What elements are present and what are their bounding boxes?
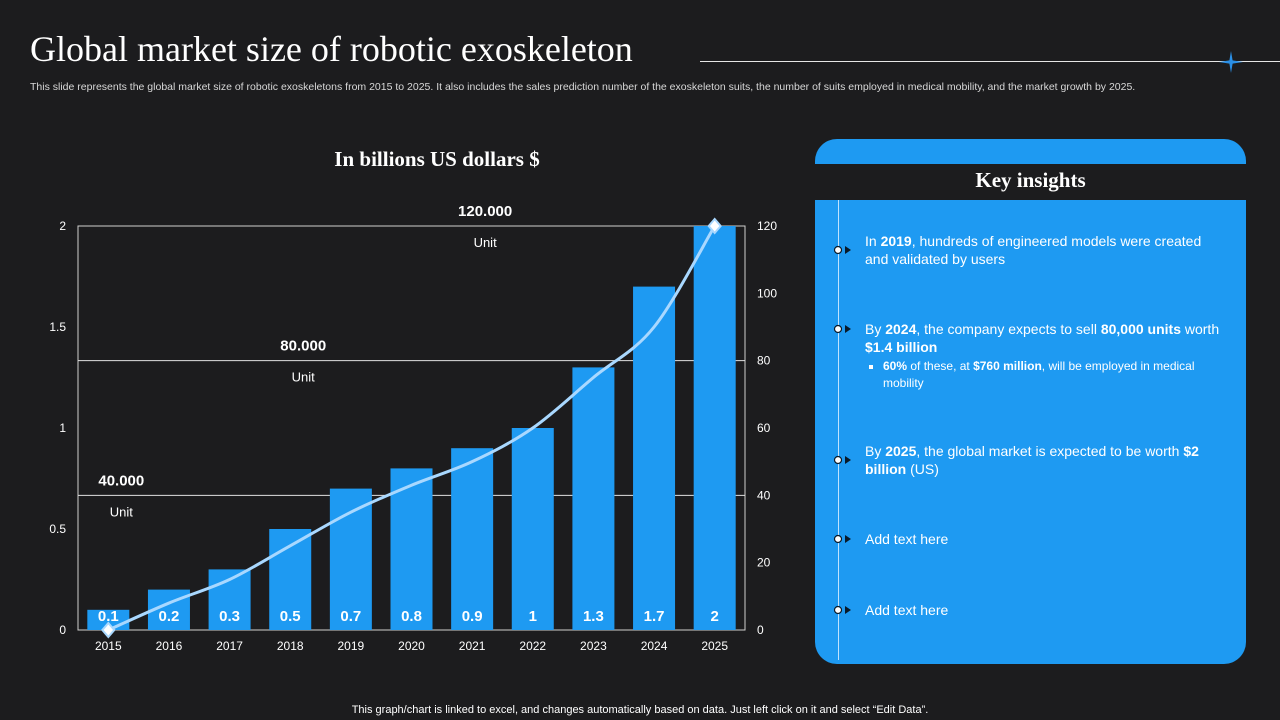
insight-item-2025: By 2025, the global market is expected t…: [865, 443, 1199, 477]
line-point-marker: [101, 621, 116, 639]
reference-line-value: 80.000: [280, 338, 326, 355]
sparkle-icon: [1219, 51, 1243, 73]
bar: [451, 448, 494, 630]
y-axis-tick-label: 0.5: [49, 522, 66, 536]
line-point-marker: [707, 217, 722, 235]
units-line: [107, 225, 716, 632]
bar: [511, 428, 554, 630]
footnote: This graph/chart is linked to excel, and…: [351, 704, 929, 716]
y-axis-tick-label: 1.5: [49, 320, 66, 334]
bar-data-label: 0.5: [280, 608, 301, 625]
reference-line-unit: Unit: [110, 504, 134, 519]
x-axis-tick-label: 2023: [580, 639, 607, 653]
page-title: Global market size of robotic exoskeleto…: [30, 29, 633, 69]
bar-data-label: 1.3: [583, 608, 604, 625]
y2-axis-tick-label: 40: [757, 488, 771, 502]
insights-heading: Key insights: [975, 168, 1086, 192]
bar: [633, 286, 676, 630]
bar: [390, 468, 433, 630]
bar-data-label: 0.9: [462, 608, 483, 625]
timeline-line: [838, 200, 839, 660]
bar-data-label: 0.7: [340, 608, 361, 625]
x-axis-tick-label: 2015: [95, 639, 122, 653]
insight-item-placeholder[interactable]: Add text here: [865, 602, 949, 618]
reference-line-value: 120.000: [458, 203, 512, 220]
bar-data-label: 0.8: [401, 608, 422, 625]
bar-data-label: 2: [711, 608, 719, 625]
slide-description: This slide represents the global market …: [30, 81, 1136, 93]
market-size-chart[interactable]: 00.511.5202040608010012040.000Unit80.000…: [0, 0, 800, 700]
x-axis-tick-label: 2021: [459, 639, 486, 653]
reference-line-unit: Unit: [292, 370, 316, 385]
x-axis-tick-label: 2020: [398, 639, 425, 653]
bar: [572, 367, 615, 630]
bar-data-label: 1: [529, 608, 537, 625]
y2-axis-tick-label: 60: [757, 421, 771, 435]
x-axis-tick-label: 2016: [156, 639, 183, 653]
insights-panel-cap: [815, 139, 1246, 164]
insight-item-2024: By 2024, the company expects to sell 80,…: [865, 320, 1225, 392]
y2-axis-tick-label: 120: [757, 219, 777, 233]
x-axis-tick-label: 2017: [216, 639, 243, 653]
insight-sub-item: 60% of these, at $760 million, will be e…: [883, 358, 1225, 392]
reference-line-value: 40.000: [98, 472, 144, 489]
y2-axis-tick-label: 80: [757, 354, 771, 368]
bar-data-label: 0.1: [98, 608, 119, 625]
x-axis-tick-label: 2022: [519, 639, 546, 653]
reference-line-unit: Unit: [474, 235, 498, 250]
timeline-marker-icon: [833, 605, 851, 615]
timeline-marker-icon: [833, 324, 851, 334]
insights-panel: [815, 200, 1246, 664]
title-divider: [700, 61, 1280, 62]
timeline-marker-icon: [833, 245, 851, 255]
x-axis-tick-label: 2024: [641, 639, 668, 653]
y-axis-tick-label: 2: [59, 219, 66, 233]
bar: [693, 226, 736, 630]
x-axis-tick-label: 2019: [338, 639, 365, 653]
bar-data-label: 0.2: [159, 608, 180, 625]
timeline-marker-icon: [833, 455, 851, 465]
insight-sub-list: 60% of these, at $760 million, will be e…: [865, 358, 1225, 392]
insight-item-placeholder[interactable]: Add text here: [865, 531, 949, 547]
timeline-marker-icon: [833, 534, 851, 544]
bar-data-label: 0.3: [219, 608, 240, 625]
y2-axis-tick-label: 100: [757, 286, 777, 300]
x-axis-tick-label: 2025: [701, 639, 728, 653]
y-axis-tick-label: 1: [59, 421, 66, 435]
y2-axis-tick-label: 20: [757, 556, 771, 570]
y-axis-tick-label: 0: [59, 623, 66, 637]
y2-axis-tick-label: 0: [757, 623, 764, 637]
x-axis-tick-label: 2018: [277, 639, 304, 653]
insight-item-2019: In 2019, hundreds of engineered models w…: [865, 233, 1202, 267]
chart-title: In billions US dollars $: [334, 147, 540, 171]
bar-data-label: 1.7: [644, 608, 665, 625]
